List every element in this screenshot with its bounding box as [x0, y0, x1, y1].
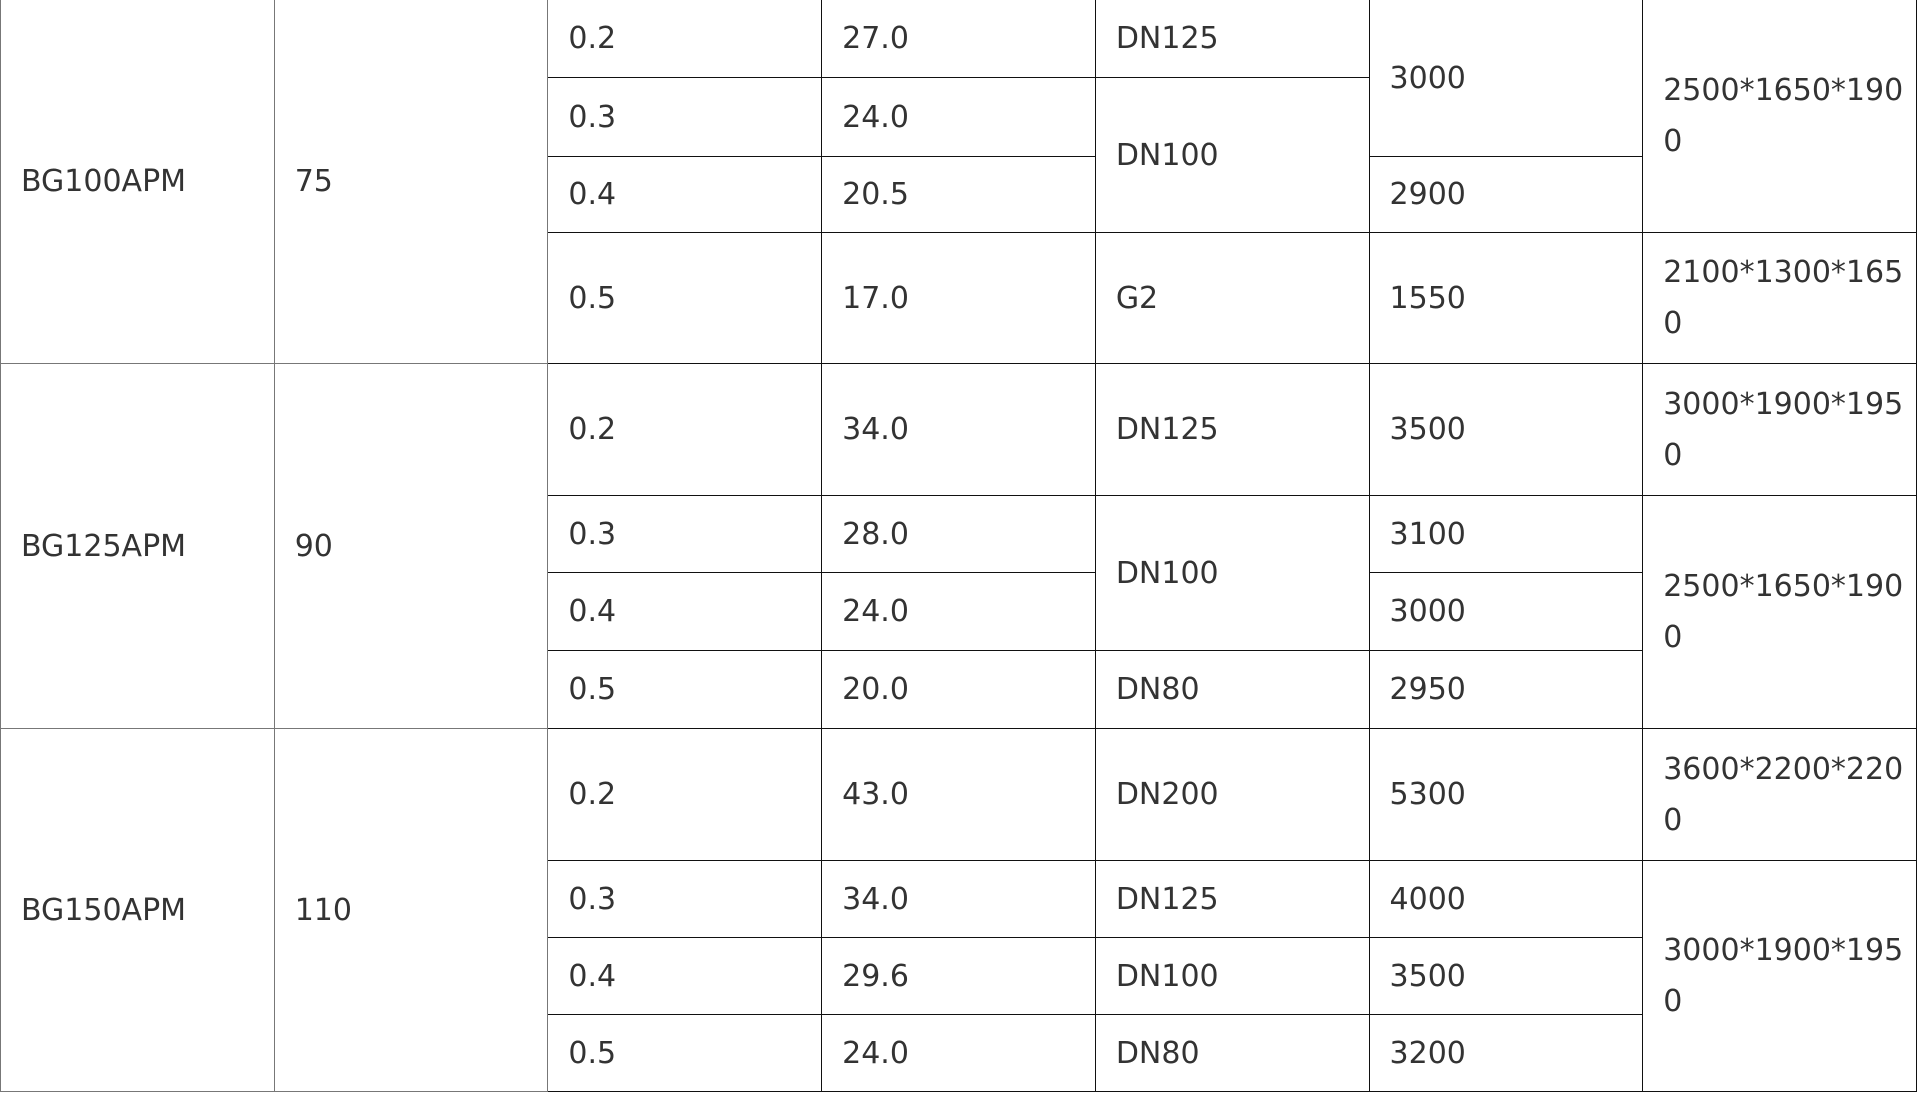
model-cell: BG125APM [0, 363, 275, 729]
dimensions-cell: 2500*1650*1900 [1642, 495, 1917, 729]
dimensions-cell: 2100*1300*1650 [1642, 232, 1917, 364]
power-cell: 90 [273, 363, 549, 729]
table-row: 0.4 24.0 3000 [1, 572, 1917, 651]
pressure-cell: 0.3 [547, 860, 823, 938]
table-row: 0.5 24.0 DN80 3200 [1, 1014, 1917, 1092]
table-row: 0.5 17.0 G2 1550 2100*1300*1650 [1, 232, 1917, 364]
weight-cell: 1550 [1368, 232, 1644, 364]
weight-cell: 3500 [1368, 363, 1644, 496]
pressure-cell: 0.2 [547, 363, 823, 496]
model-cell: BG150APM [0, 728, 275, 1092]
flow-cell: 34.0 [821, 860, 1096, 938]
outlet-cell: DN200 [1094, 728, 1370, 861]
pressure-cell: 0.5 [547, 1014, 823, 1092]
model-cell: BG100APM [0, 0, 275, 364]
flow-cell: 20.5 [821, 156, 1096, 233]
table-row: 0.3 28.0 DN100 3100 2500*1650*1900 [1, 495, 1917, 729]
pressure-cell: 0.5 [547, 650, 823, 729]
weight-cell: 2900 [1368, 156, 1644, 233]
weight-cell: 3500 [1368, 937, 1644, 1015]
flow-cell: 29.6 [821, 937, 1096, 1015]
pressure-cell: 0.3 [547, 495, 823, 573]
power-cell: 75 [273, 0, 549, 364]
flow-cell: 24.0 [821, 1014, 1096, 1092]
table-row: BG150APM 110 0.2 43.0 DN200 5300 3600*22… [0, 728, 1917, 1092]
outlet-cell: DN100 [1094, 77, 1370, 233]
pressure-cell: 0.4 [547, 156, 823, 233]
weight-cell: 5300 [1368, 728, 1644, 861]
flow-cell: 24.0 [821, 77, 1096, 157]
outlet-cell: DN125 [1094, 860, 1370, 938]
table-row: 0.3 24.0 DN100 [1, 77, 1917, 233]
outlet-cell: DN100 [1094, 937, 1370, 1015]
outlet-cell: G2 [1094, 232, 1370, 364]
pressure-cell: 0.4 [547, 572, 823, 651]
weight-cell: 3200 [1368, 1014, 1644, 1092]
flow-cell: 34.0 [821, 363, 1096, 496]
weight-cell: 2950 [1368, 650, 1644, 729]
weight-cell: 3100 [1368, 495, 1644, 573]
dimensions-cell: 3000*1900*1950 [1642, 363, 1917, 496]
dimensions-cell: 3000*1900*1950 [1642, 860, 1917, 1092]
outlet-cell: DN125 [1094, 0, 1370, 78]
pressure-cell: 0.2 [547, 728, 823, 861]
outlet-cell: DN100 [1094, 495, 1370, 651]
weight-cell: 3000 [1368, 572, 1644, 651]
flow-cell: 17.0 [821, 232, 1096, 364]
dimensions-cell: 3600*2200*2200 [1642, 728, 1917, 861]
power-cell: 110 [273, 728, 549, 1092]
table-row: 0.3 34.0 DN125 4000 3000*1900*1950 [1, 860, 1917, 1092]
table-row: BG125APM 90 0.2 34.0 DN125 3500 3000*190… [0, 363, 1917, 729]
flow-cell: 43.0 [821, 728, 1096, 861]
outlet-cell: DN125 [1094, 363, 1370, 496]
weight-cell: 3000 [1368, 0, 1644, 157]
pressure-cell: 0.4 [547, 937, 823, 1015]
pressure-cell: 0.5 [547, 232, 823, 364]
outlet-cell: DN80 [1094, 650, 1370, 729]
pressure-cell: 0.3 [547, 77, 823, 157]
dimensions-cell: 2500*1650*1900 [1642, 0, 1917, 233]
flow-cell: 24.0 [821, 572, 1096, 651]
pressure-cell: 0.2 [547, 0, 823, 78]
flow-cell: 27.0 [821, 0, 1096, 78]
flow-cell: 28.0 [821, 495, 1096, 573]
weight-cell: 4000 [1368, 860, 1644, 938]
table-row: BG100APM 75 0.2 27.0 DN125 3000 2500*165… [0, 0, 1917, 364]
flow-cell: 20.0 [821, 650, 1096, 729]
outlet-cell: DN80 [1094, 1014, 1370, 1092]
table-row: 0.4 29.6 DN100 3500 [1, 937, 1917, 1015]
